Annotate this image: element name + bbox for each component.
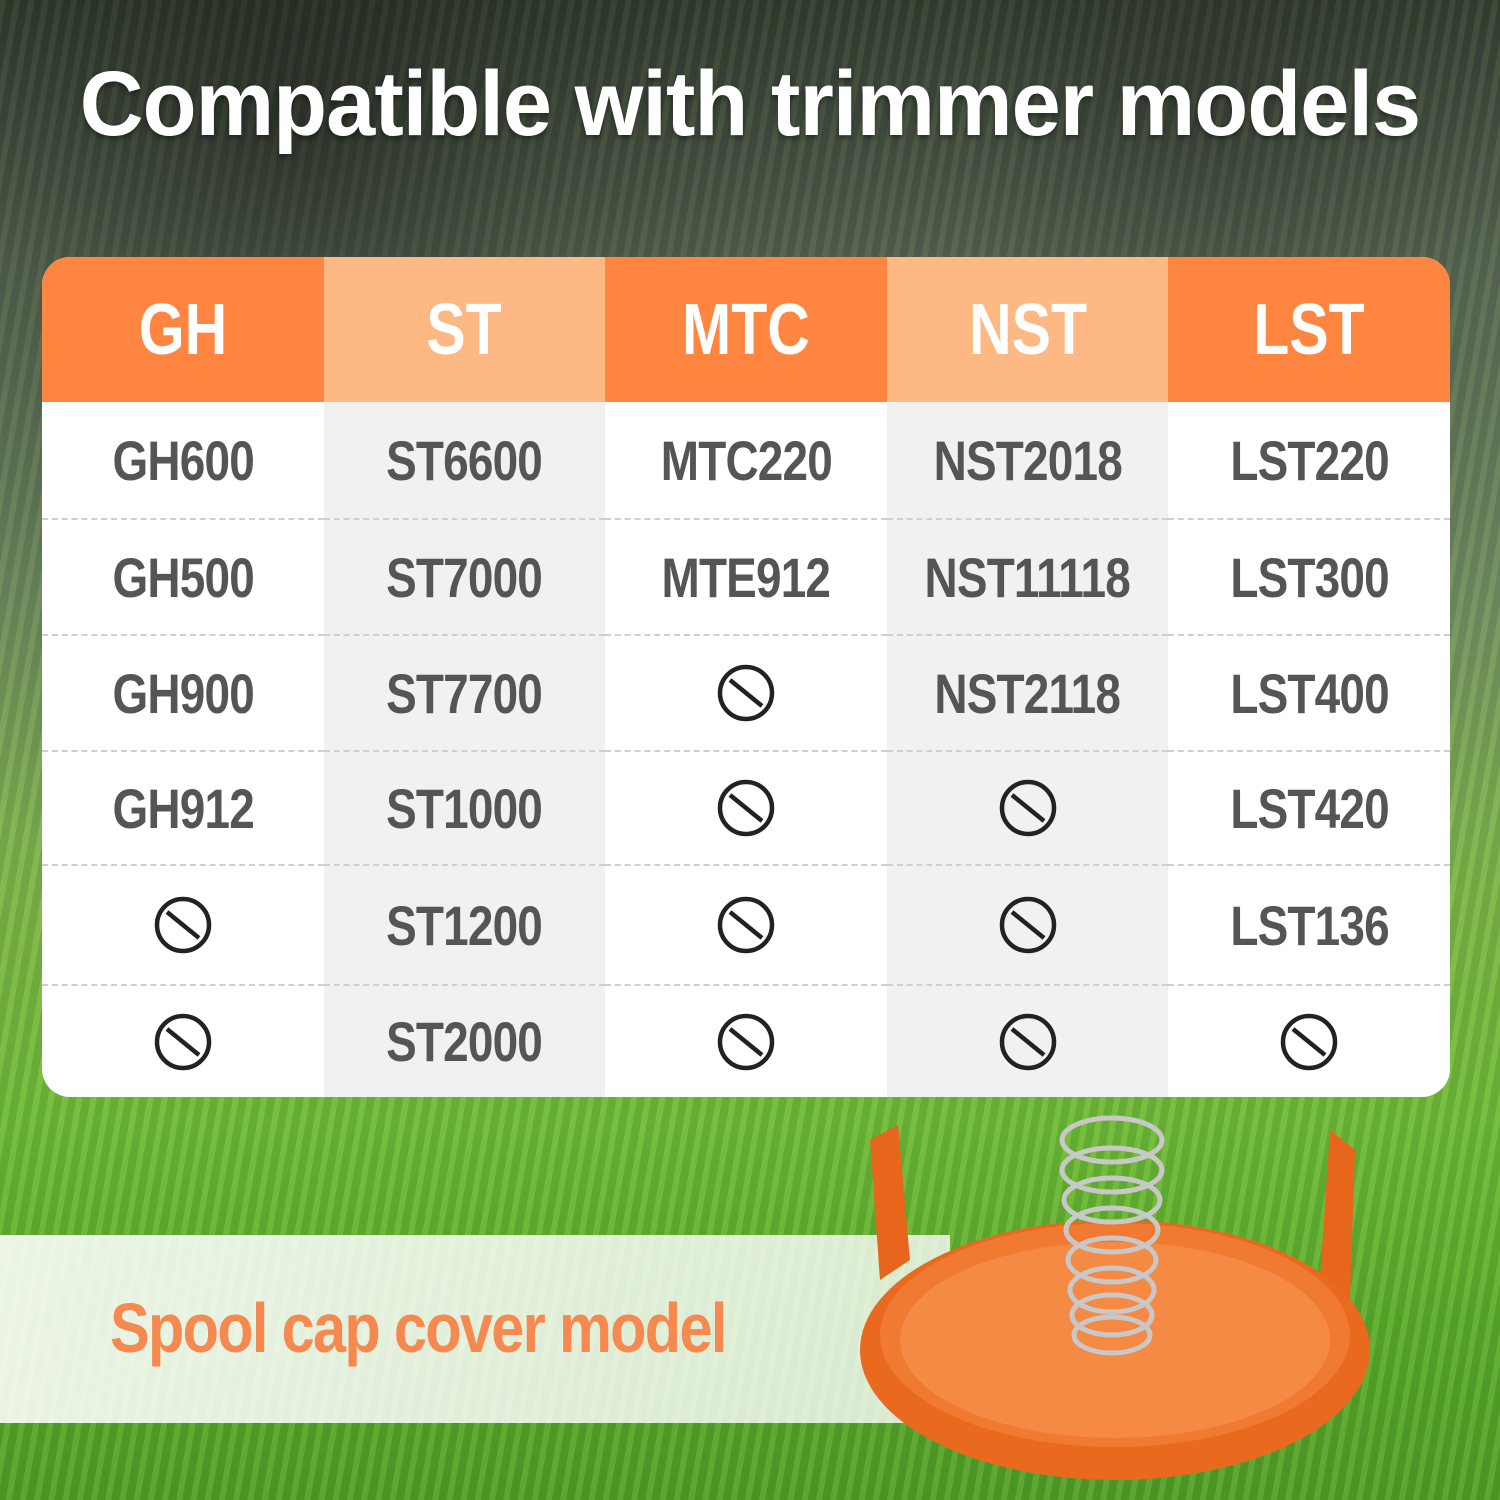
model-name: ST7000 — [386, 545, 543, 609]
compatibility-table: GH GH600 GH500 GH900 GH912 ST ST6600 ST7000 ST77… — [42, 257, 1450, 1097]
column-st: ST ST6600 ST7000 ST7700 ST1000 ST1200 ST2000 — [323, 257, 606, 1097]
table-cell: GH500 — [42, 520, 324, 636]
prohibited-icon — [999, 1013, 1056, 1070]
table-cell — [605, 986, 887, 1097]
model-name: GH912 — [112, 776, 254, 840]
column-gh: GH GH600 GH500 GH900 GH912 — [42, 257, 324, 1097]
table-cell: ST7000 — [323, 520, 606, 636]
table-cell: NST2018 — [886, 402, 1169, 520]
column-header-label: LST — [1253, 289, 1365, 370]
model-name: GH600 — [112, 428, 254, 492]
column-header-label: MTC — [682, 289, 810, 370]
table-cell: LST300 — [1168, 520, 1450, 636]
column-header: GH — [42, 257, 324, 402]
model-name: ST7700 — [386, 661, 543, 725]
column-lst: LST LST220 LST300 LST400 LST420 LST136 — [1168, 257, 1450, 1097]
column-header-label: ST — [426, 289, 503, 370]
model-name: LST136 — [1229, 893, 1389, 957]
prohibited-icon — [717, 896, 775, 954]
column-header-label: NST — [968, 289, 1087, 370]
table-cell — [605, 752, 887, 866]
column-mtc: MTC MTC220 MTE912 — [605, 257, 887, 1097]
prohibited-icon — [717, 1013, 775, 1070]
table-cell: MTE912 — [605, 520, 887, 636]
prohibited-icon — [717, 779, 775, 837]
table-cell: ST6600 — [323, 402, 606, 520]
model-name: GH500 — [112, 545, 254, 609]
model-name: LST220 — [1229, 428, 1389, 492]
column-header: LST — [1168, 257, 1450, 402]
model-name: LST420 — [1229, 776, 1389, 840]
model-name: NST11118 — [924, 545, 1131, 609]
table-cell — [1168, 986, 1450, 1097]
table-cell: LST220 — [1168, 402, 1450, 520]
prohibited-icon — [717, 664, 775, 722]
table-cell — [886, 752, 1169, 866]
column-nst: NST NST2018 NST11118 NST2118 — [886, 257, 1169, 1097]
model-name: NST2118 — [934, 661, 1122, 725]
table-cell — [887, 986, 1169, 1097]
table-cell — [42, 866, 324, 986]
table-cell — [886, 866, 1169, 986]
model-name: GH900 — [112, 661, 254, 725]
prohibited-icon — [154, 1013, 212, 1070]
column-header: ST — [323, 257, 606, 402]
page-title: Compatible with trimmer models — [79, 53, 1421, 155]
table-cell: ST1000 — [323, 752, 606, 866]
model-name: ST1200 — [386, 893, 543, 957]
table-cell: GH900 — [42, 636, 324, 752]
column-header: MTC — [605, 257, 887, 402]
table-cell: NST11118 — [886, 520, 1169, 636]
model-name: MTE912 — [661, 545, 831, 609]
prohibited-icon — [999, 896, 1056, 954]
table-cell: ST1200 — [323, 866, 606, 986]
table-cell: LST400 — [1168, 636, 1450, 752]
prohibited-icon — [999, 779, 1056, 837]
model-name: LST300 — [1229, 545, 1389, 609]
spool-cap-image — [860, 1115, 1370, 1480]
table-cell: LST420 — [1168, 752, 1450, 866]
table-cell — [605, 636, 887, 752]
model-name: ST6600 — [386, 428, 543, 492]
table-cell — [605, 866, 887, 986]
model-name: MTC220 — [660, 428, 832, 492]
table-cell: MTC220 — [605, 402, 887, 520]
prohibited-icon — [1280, 1013, 1338, 1070]
column-header-label: GH — [138, 289, 228, 370]
model-name: LST400 — [1229, 661, 1389, 725]
prohibited-icon — [154, 896, 212, 954]
table-cell: GH600 — [42, 402, 324, 520]
table-cell: GH912 — [42, 752, 324, 866]
model-name: ST2000 — [386, 1010, 543, 1073]
table-cell — [42, 986, 324, 1097]
table-cell: ST2000 — [324, 986, 606, 1097]
banner-label: Spool cap cover model — [110, 1289, 727, 1367]
banner — [0, 1235, 950, 1423]
model-name: NST2018 — [933, 428, 1122, 492]
column-header: NST — [886, 257, 1169, 402]
table-cell: NST2118 — [886, 636, 1169, 752]
table-cell: LST136 — [1168, 866, 1450, 986]
table-cell: ST7700 — [323, 636, 606, 752]
model-name: ST1000 — [386, 776, 543, 840]
